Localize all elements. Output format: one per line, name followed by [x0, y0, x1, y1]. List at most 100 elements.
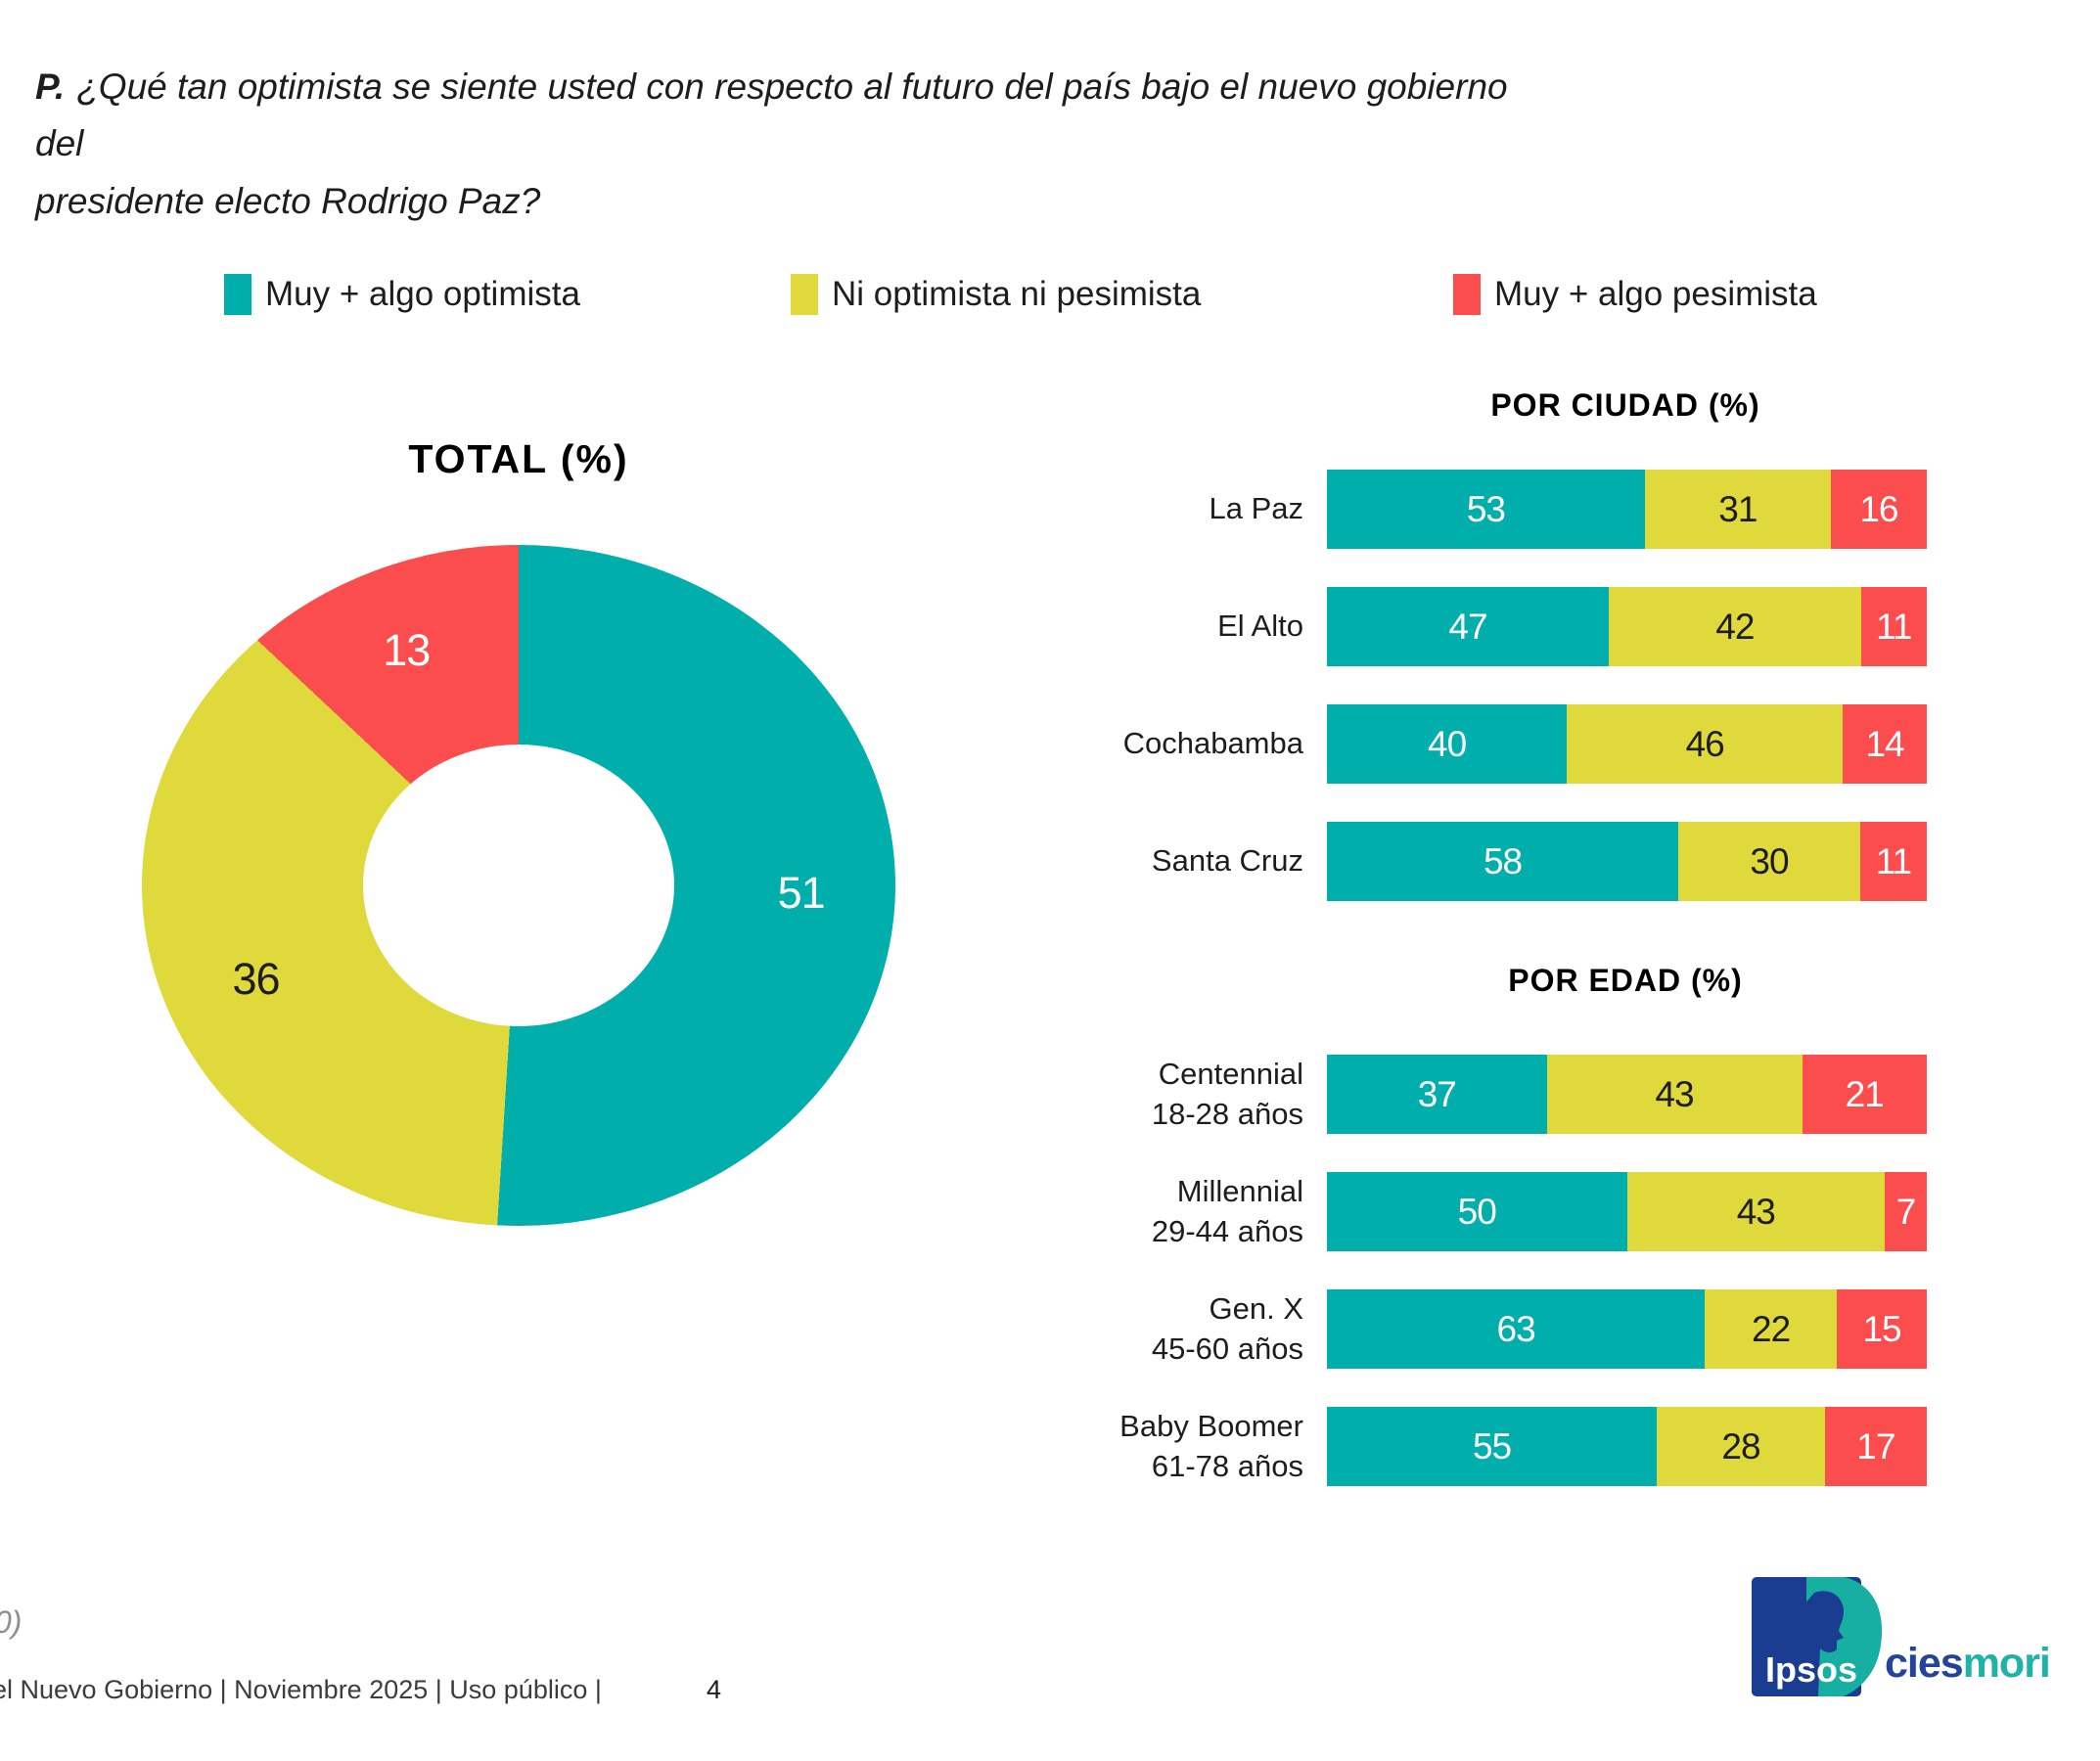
- bar-row: Baby Boomer 61-78 años 55 28 17: [1010, 1407, 1930, 1486]
- bar-value-label: 37: [1417, 1073, 1457, 1114]
- bar-row: Gen. X 45-60 años 63 22 15: [1010, 1289, 1930, 1369]
- stacked-bar: 50 43 7: [1327, 1172, 1927, 1251]
- bar-row: Cochabamba 40 46 14: [1010, 704, 1930, 784]
- category-label-main: La Paz: [1209, 491, 1303, 526]
- bar-value-label: 16: [1859, 488, 1898, 529]
- donut-chart: 51 36 13: [142, 545, 895, 1226]
- bar-value-label: 7: [1895, 1191, 1917, 1232]
- bar-segment: 22: [1705, 1289, 1838, 1369]
- category-label-main: Centennial: [1158, 1057, 1303, 1092]
- bar-value-label: 17: [1856, 1425, 1895, 1467]
- bar-row: El Alto 47 42 11: [1010, 587, 1930, 666]
- por-edad-title: POR EDAD (%): [1508, 963, 1743, 998]
- bar-value-label: 11: [1876, 606, 1912, 647]
- bar-segment: 46: [1567, 704, 1844, 784]
- por-edad-chart: Centennial 18-28 años 37 43 21 Millennial 29-4…: [1010, 1055, 1930, 1524]
- bar-segment: 30: [1678, 822, 1860, 901]
- bar-value-label: 22: [1752, 1308, 1791, 1349]
- legend-label-pesimista: Muy + algo pesimista: [1494, 275, 1817, 313]
- logo-mori-text: mori: [1962, 1640, 2051, 1687]
- bar-segment: 15: [1837, 1289, 1927, 1369]
- legend-item-neutral: Ni optimista ni pesimista: [791, 274, 1201, 315]
- logo-ciesmori-text: ciesmori: [1885, 1640, 2051, 1688]
- category-label-main: El Alto: [1217, 609, 1303, 644]
- bar-segment: 47: [1327, 587, 1610, 666]
- donut-value-label: 51: [777, 868, 826, 919]
- footer-source-text: el Nuevo Gobierno | Noviembre 2025 | Uso…: [0, 1675, 602, 1704]
- category-label-sub: 29-44 años: [1151, 1213, 1303, 1248]
- bar-value-label: 63: [1496, 1308, 1536, 1349]
- page-number: 4: [707, 1675, 722, 1704]
- por-ciudad-chart: La Paz 53 31 16 El Alto 47 42 11 Cochabamba 40 46 1…: [1010, 470, 1930, 939]
- bar-value-label: 47: [1448, 606, 1487, 647]
- donut-hole: [363, 745, 674, 1026]
- bar-value-label: 40: [1428, 723, 1467, 764]
- bar-segment: 37: [1327, 1055, 1547, 1134]
- bar-row: Santa Cruz 58 30 11: [1010, 822, 1930, 901]
- bar-segment: 58: [1327, 822, 1679, 901]
- bar-row: La Paz 53 31 16: [1010, 470, 1930, 549]
- stacked-bar: 58 30 11: [1327, 822, 1927, 901]
- category-label-main: Millennial: [1176, 1174, 1303, 1209]
- logo-cies-text: cies: [1885, 1640, 1964, 1687]
- category-label: Santa Cruz: [1010, 841, 1327, 880]
- bar-segment: 55: [1327, 1407, 1658, 1486]
- bar-value-label: 43: [1655, 1073, 1694, 1114]
- question-line-2: presidente electo Rodrigo Paz?: [35, 180, 541, 221]
- bar-segment: 40: [1327, 704, 1568, 784]
- stacked-bar: 40 46 14: [1327, 704, 1927, 784]
- footer-cropped-note: 0): [0, 1604, 23, 1640]
- category-label-sub: 61-78 años: [1151, 1448, 1303, 1483]
- ipsos-ciesmori-logo: Ipsos ciesmori: [1752, 1577, 2065, 1704]
- bar-value-label: 11: [1875, 840, 1912, 881]
- bar-segment: 42: [1609, 587, 1861, 666]
- donut-value-label: 36: [232, 954, 280, 1005]
- bar-segment: 63: [1327, 1289, 1706, 1369]
- donut-value-label: 13: [383, 625, 431, 676]
- question-line-1: P. ¿Qué tan optimista se siente usted con…: [35, 59, 1562, 173]
- logo-ipsos-text: Ipsos: [1765, 1649, 1858, 1690]
- legend-label-neutral: Ni optimista ni pesimista: [832, 275, 1202, 313]
- category-label-sub: 45-60 años: [1151, 1331, 1303, 1366]
- bar-segment: 28: [1657, 1407, 1825, 1486]
- category-label: Centennial 18-28 años: [1010, 1055, 1327, 1134]
- category-label-sub: 18-28 años: [1151, 1096, 1303, 1131]
- category-label-main: Cochabamba: [1122, 726, 1303, 761]
- bar-value-label: 58: [1483, 840, 1523, 881]
- logo-mark-icon: [1752, 1577, 1883, 1696]
- legend-item-pesimista: Muy + algo pesimista: [1453, 274, 1817, 315]
- bar-value-label: 31: [1718, 488, 1758, 529]
- bar-value-label: 43: [1736, 1191, 1776, 1232]
- stacked-bar: 53 31 16: [1327, 470, 1927, 549]
- bar-segment: 21: [1802, 1055, 1927, 1134]
- category-label: Baby Boomer 61-78 años: [1010, 1407, 1327, 1486]
- category-label: Cochabamba: [1010, 724, 1327, 763]
- legend-swatch-pesimista: [1453, 274, 1481, 315]
- legend-label-optimista: Muy + algo optimista: [265, 275, 580, 313]
- bar-segment: 17: [1824, 1407, 1927, 1486]
- stacked-bar: 55 28 17: [1327, 1407, 1927, 1486]
- bar-row: Centennial 18-28 años 37 43 21: [1010, 1055, 1930, 1134]
- bar-value-label: 50: [1457, 1191, 1497, 1232]
- bar-segment: 53: [1327, 470, 1645, 549]
- question-text-1: ¿Qué tan optimista se siente usted con r…: [35, 67, 1508, 164]
- category-label: El Alto: [1010, 607, 1327, 646]
- bar-value-label: 14: [1865, 723, 1904, 764]
- bar-value-label: 55: [1472, 1425, 1512, 1467]
- category-label-main: Gen. X: [1209, 1291, 1304, 1327]
- category-label: Millennial 29-44 años: [1010, 1172, 1327, 1251]
- bar-segment: 50: [1327, 1172, 1627, 1251]
- category-label-main: Baby Boomer: [1119, 1409, 1303, 1444]
- bar-value-label: 21: [1845, 1073, 1885, 1114]
- legend-item-optimista: Muy + algo optimista: [224, 274, 580, 315]
- stacked-bar: 63 22 15: [1327, 1289, 1927, 1369]
- legend-swatch-neutral: [791, 274, 818, 315]
- bar-segment: 16: [1830, 470, 1927, 549]
- question-title: P. ¿Qué tan optimista se siente usted con…: [35, 59, 1562, 230]
- stacked-bar: 37 43 21: [1327, 1055, 1927, 1134]
- bar-segment: 14: [1843, 704, 1927, 784]
- bar-value-label: 30: [1750, 840, 1789, 881]
- bar-segment: 11: [1859, 822, 1927, 901]
- bar-segment: 43: [1546, 1055, 1803, 1134]
